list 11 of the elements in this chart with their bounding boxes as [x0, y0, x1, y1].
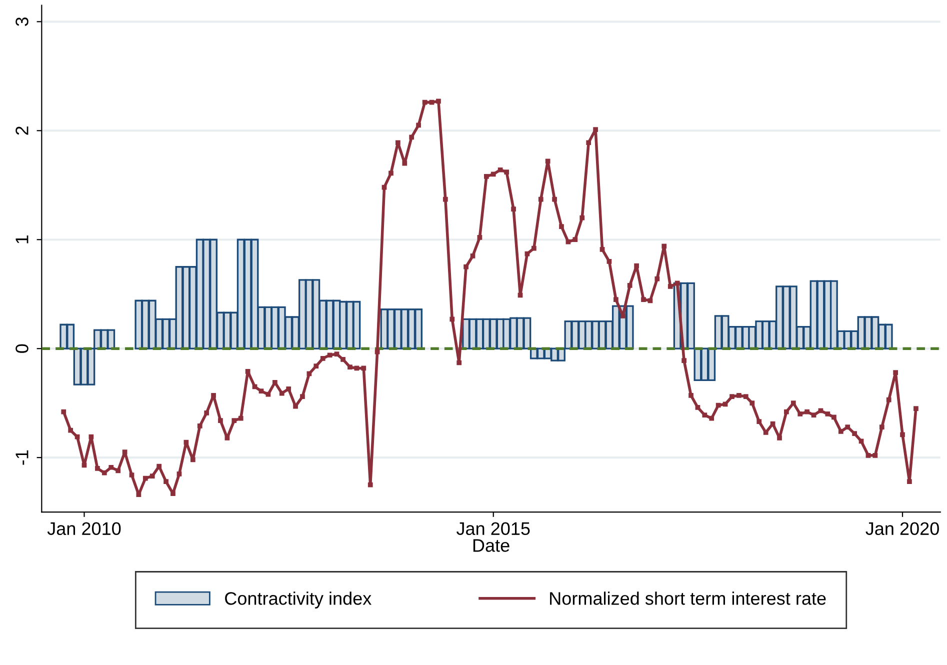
y-tick-label: -1: [16, 450, 28, 465]
x-tick-label: Jan 2010: [47, 522, 121, 536]
y-tick-label: 1: [16, 235, 28, 244]
legend-label: Normalized short term interest rate: [550, 592, 826, 605]
x-axis-title: Date: [473, 539, 510, 552]
y-tick-label: 3: [16, 17, 28, 26]
legend-label: Contractivity index: [225, 592, 372, 608]
x-tick-label: Jan 2020: [866, 522, 939, 536]
y-tick-label: 0: [16, 344, 28, 353]
y-tick-label: 2: [16, 126, 28, 135]
x-tick-label: Jan 2015: [456, 522, 530, 536]
